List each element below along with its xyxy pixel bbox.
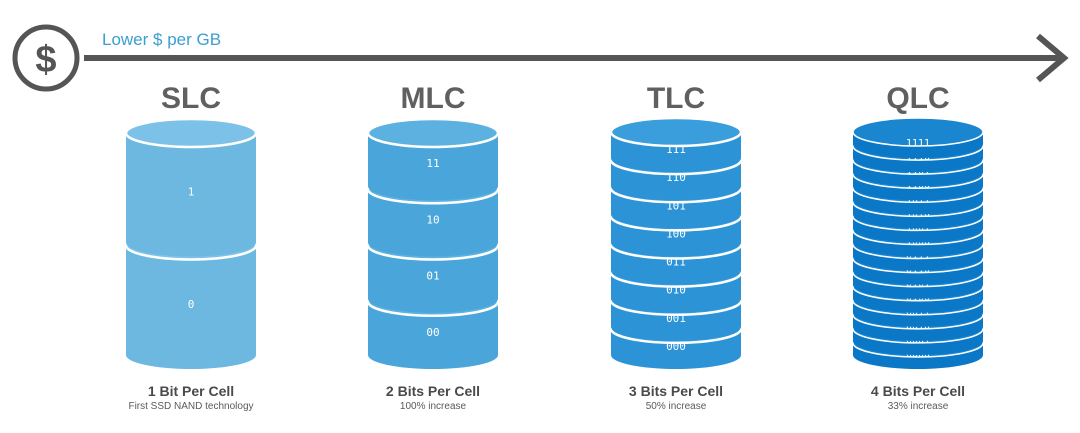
tlc-level-label: 010 (666, 284, 686, 297)
tlc-level-label: 100 (666, 227, 686, 240)
qlc-level-label: 1111 (906, 138, 930, 149)
tlc-level-label: 110 (666, 171, 686, 184)
slc-caption: 1 Bit Per Cell (147, 383, 235, 399)
arrow-head (1036, 33, 1069, 83)
qlc-subcaption: 33% increase (887, 401, 949, 412)
qlc-cylinder: 0000000100100011010001010110011110001001… (852, 117, 984, 369)
tlc-level-label: 111 (666, 143, 686, 156)
mlc-level-11: 11 (366, 117, 500, 201)
slc-title: SLC (161, 82, 221, 115)
slc-level-1: 1 (124, 117, 258, 257)
arrow-label: Lower $ per GB (102, 30, 222, 49)
mlc-caption: 2 Bits Per Cell (385, 383, 481, 399)
slc-subcaption: First SSD NAND technology (128, 401, 254, 412)
dollar-sign-icon: $ (12, 24, 80, 92)
slc-level-label: 1 (188, 185, 195, 198)
tlc-level-label: 001 (666, 312, 686, 325)
mlc-level-label: 11 (426, 157, 439, 170)
mlc-title: MLC (400, 82, 466, 115)
tlc-cylinder: 000 001 010 011 100 101 110 111 (609, 116, 743, 369)
tlc-level-label: 101 (666, 199, 686, 212)
tlc-level-label: 011 (666, 256, 686, 269)
svg-text:$: $ (35, 39, 56, 81)
tlc-caption: 3 Bits Per Cell (628, 383, 724, 399)
qlc-level-1111: 1111 (852, 117, 984, 159)
mlc-subcaption: 100% increase (399, 401, 467, 412)
qlc-caption: 4 Bits Per Cell (870, 383, 966, 399)
mlc-level-label: 01 (426, 270, 439, 283)
slc-level-label: 0 (188, 298, 195, 311)
slc-cylinder: 01 (124, 117, 258, 369)
tlc-title: TLC (646, 82, 706, 115)
mlc-level-label: 10 (426, 213, 439, 226)
tlc-level-label: 000 (666, 340, 686, 353)
qlc-title: QLC (886, 82, 950, 115)
mlc-level-label: 00 (426, 326, 439, 339)
tlc-level-111: 111 (609, 116, 743, 173)
tlc-subcaption: 50% increase (645, 401, 707, 412)
mlc-cylinder: 00 01 10 11 (366, 117, 500, 369)
